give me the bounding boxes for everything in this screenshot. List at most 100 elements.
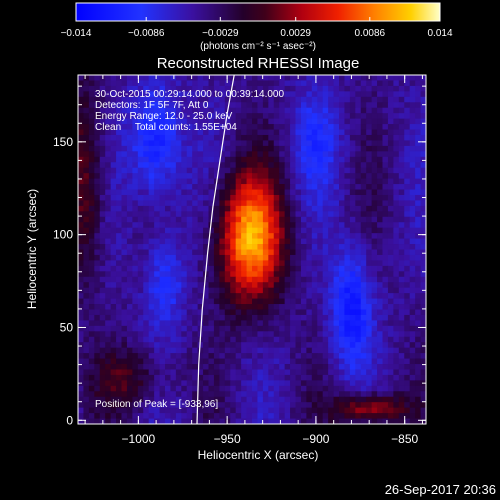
heatmap-cell <box>360 249 367 256</box>
heatmap-cell <box>317 364 324 370</box>
heatmap-cell <box>262 75 269 81</box>
heatmap-cell <box>241 96 247 103</box>
heatmap-cell <box>300 140 307 147</box>
heatmap-cell <box>300 91 307 98</box>
heatmap-cell <box>344 233 351 239</box>
heatmap-cell <box>268 140 275 147</box>
heatmap-cell <box>78 75 84 81</box>
heatmap-cell <box>328 353 334 359</box>
heatmap-cell <box>94 413 101 419</box>
heatmap-cell <box>333 282 340 289</box>
heatmap-cell <box>360 151 367 158</box>
heatmap-cell <box>295 282 302 289</box>
heatmap-cell <box>83 96 90 103</box>
heatmap-cell <box>208 222 215 229</box>
heatmap-cell <box>132 418 139 425</box>
heatmap-cell <box>257 309 264 316</box>
heatmap-cell <box>165 102 171 109</box>
heatmap-cell <box>116 402 122 409</box>
heatmap-cell <box>355 374 362 381</box>
heatmap-cell <box>420 364 427 370</box>
heatmap-cell <box>339 396 345 403</box>
heatmap-cell <box>284 364 291 370</box>
heatmap-cell <box>110 118 117 125</box>
heatmap-cell <box>290 222 296 229</box>
heatmap-cell <box>83 107 90 114</box>
heatmap-cell <box>360 342 367 349</box>
heatmap-cell <box>420 402 427 409</box>
heatmap-cell <box>349 91 356 98</box>
heatmap-cell <box>349 233 356 239</box>
heatmap-cell <box>126 96 133 103</box>
heatmap-cell <box>398 249 405 256</box>
heatmap-cell <box>197 156 204 163</box>
heatmap-cell <box>105 249 112 256</box>
heatmap-cell <box>203 173 209 180</box>
heatmap-cell <box>110 156 117 163</box>
heatmap-cell <box>273 260 280 267</box>
heatmap-cell <box>355 347 362 354</box>
y-axis-label: Heliocentric Y (arcsec) <box>25 189 39 309</box>
heatmap-cell <box>143 287 150 294</box>
heatmap-cell <box>99 96 106 103</box>
heatmap-cell <box>230 407 237 414</box>
heatmap-cell <box>262 402 269 409</box>
heatmap-cell <box>311 391 318 398</box>
heatmap-cell <box>208 293 215 299</box>
heatmap-cell <box>99 298 106 305</box>
heatmap-cell <box>181 189 188 196</box>
heatmap-cell <box>284 385 291 392</box>
heatmap-cell <box>290 91 296 98</box>
heatmap-cell <box>148 407 155 414</box>
heatmap-cell <box>78 85 84 92</box>
heatmap-cell <box>377 227 383 234</box>
heatmap-cell <box>252 167 258 174</box>
heatmap-cell <box>137 96 144 103</box>
heatmap-cell <box>300 298 307 305</box>
heatmap-cell <box>377 80 383 87</box>
heatmap-cell <box>83 124 90 130</box>
annotation-energy-range: Energy Range: 12.0 - 25.0 keV <box>95 111 233 122</box>
heatmap-cell <box>284 238 291 245</box>
heatmap-cell <box>224 287 231 294</box>
heatmap-cell <box>213 287 220 294</box>
heatmap-cell <box>382 325 389 332</box>
heatmap-cell <box>121 276 128 283</box>
heatmap-cell <box>181 178 188 185</box>
heatmap-cell <box>83 254 90 261</box>
heatmap-cell <box>132 156 139 163</box>
heatmap-cell <box>306 309 313 316</box>
heatmap-cell <box>398 325 405 332</box>
heatmap-cell <box>175 124 182 130</box>
heatmap-cell <box>322 353 329 359</box>
annotation-time-range: 30-Oct-2015 00:29:14.000 to 00:39:14.000 <box>95 89 284 100</box>
heatmap-cell <box>143 342 150 349</box>
heatmap-cell <box>420 129 427 136</box>
heatmap-cell <box>99 244 106 250</box>
heatmap-cell <box>186 347 193 354</box>
heatmap-cell <box>322 216 329 223</box>
heatmap-cell <box>409 129 416 136</box>
heatmap-cell <box>311 107 318 114</box>
heatmap-cell <box>121 391 128 398</box>
heatmap-cell <box>137 391 144 398</box>
heatmap-cell <box>181 129 188 136</box>
heatmap-cell <box>78 276 84 283</box>
heatmap-cell <box>300 369 307 376</box>
heatmap-cell <box>137 271 144 278</box>
heatmap-cell <box>290 380 296 387</box>
heatmap-cell <box>143 304 150 310</box>
heatmap-cell <box>290 336 296 343</box>
heatmap-cell <box>186 353 193 359</box>
heatmap-cell <box>230 342 237 349</box>
heatmap-cell <box>213 151 220 158</box>
heatmap-cell <box>273 407 280 414</box>
heatmap-cell <box>252 211 258 218</box>
heatmap-cell <box>409 325 416 332</box>
heatmap-cell <box>203 331 209 338</box>
heatmap-cell <box>170 314 177 321</box>
heatmap-cell <box>344 184 351 190</box>
heatmap-cell <box>126 85 133 92</box>
heatmap-cell <box>241 287 247 294</box>
